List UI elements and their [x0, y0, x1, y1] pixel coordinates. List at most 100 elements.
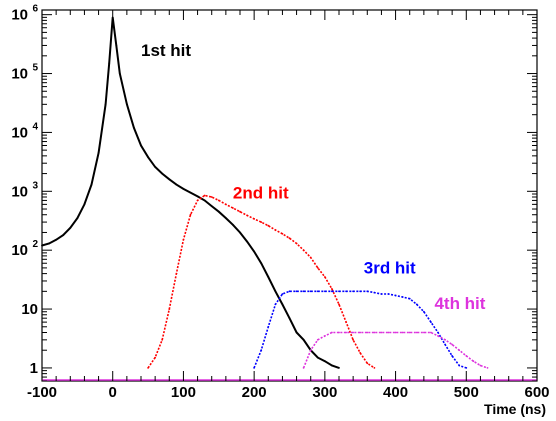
- data-point-s3-13: [345, 290, 347, 293]
- y-tick-label: 10: [11, 66, 28, 83]
- data-point-s1-2: [55, 238, 57, 241]
- data-point-s2-0: [147, 367, 150, 369]
- data-point-s1-31: [246, 240, 249, 243]
- series-label-1: 1st hit: [141, 41, 191, 60]
- data-point-s3-11: [331, 290, 333, 293]
- data-point-s3-4: [281, 293, 284, 295]
- data-point-s2-20: [288, 237, 291, 240]
- data-point-s1-41: [316, 356, 319, 359]
- data-point-s4-7: [352, 331, 354, 334]
- data-point-s1-43: [331, 364, 333, 367]
- data-point-s3-24: [423, 310, 425, 313]
- data-point-s1-35: [274, 290, 277, 293]
- plot-area-border: [41, 9, 538, 382]
- data-point-s1-12: [115, 44, 118, 47]
- data-point-s1-10: [108, 62, 111, 65]
- data-point-s4-2: [316, 338, 319, 341]
- y-tick-label: 10: [11, 242, 28, 259]
- data-point-s1-8: [97, 151, 100, 154]
- data-point-s1-21: [175, 183, 178, 186]
- data-point-s1-37: [288, 317, 291, 320]
- data-point-s4-8: [359, 331, 362, 334]
- data-point-s3-19: [387, 293, 390, 295]
- data-point-s2-1: [154, 356, 157, 359]
- data-point-s3-21: [401, 296, 404, 298]
- data-point-s2-13: [239, 210, 241, 213]
- data-point-s1-9: [104, 103, 107, 106]
- data-point-s2-19: [281, 232, 284, 235]
- y-tick-label: 10: [11, 124, 28, 141]
- tick-labels: -100 0 100 200 300 400 500 600 1 10 10 2 10 3 10 4 10 5 10…: [11, 4, 549, 401]
- data-point-s2-14: [246, 214, 249, 217]
- data-point-s2-10: [217, 199, 220, 202]
- data-point-s4-25: [479, 364, 482, 367]
- plot-frame: [41, 9, 538, 382]
- data-point-s1-1: [48, 242, 50, 245]
- data-point-s1-4: [69, 226, 72, 229]
- data-point-s4-16: [415, 331, 418, 334]
- data-point-s4-21: [451, 343, 453, 346]
- data-point-s3-25: [430, 321, 432, 323]
- data-point-s1-42: [324, 360, 326, 363]
- data-point-s4-3: [324, 335, 326, 337]
- x-tick-label: 500: [454, 384, 479, 401]
- series-labels: 1st hit 2nd hit 3rd hit 4th hit: [141, 41, 486, 313]
- data-point-s4-9: [366, 331, 369, 334]
- data-point-s4-10: [373, 331, 376, 334]
- series-label-3: 3rd hit: [364, 259, 416, 278]
- series-line-2: [147, 194, 375, 369]
- data-point-s3-0: [253, 367, 256, 369]
- data-point-s2-9: [210, 196, 213, 198]
- data-point-s3-1: [260, 349, 263, 352]
- data-point-s4-11: [380, 331, 383, 334]
- data-point-s1-14: [126, 103, 128, 106]
- data-point-s3-8: [309, 290, 312, 293]
- data-point-s4-14: [401, 331, 404, 334]
- data-point-s4-6: [345, 331, 347, 334]
- x-tick-label: -100: [27, 384, 57, 401]
- data-point-s4-23: [465, 355, 468, 357]
- data-point-s1-22: [182, 188, 185, 190]
- data-point-s1-24: [196, 195, 199, 198]
- data-point-s3-18: [380, 293, 383, 295]
- data-point-s4-24: [472, 360, 475, 363]
- data-point-s4-1: [309, 349, 312, 352]
- data-point-s3-22: [408, 297, 411, 300]
- data-point-s1-32: [253, 250, 256, 253]
- data-point-s1-3: [62, 234, 65, 237]
- data-point-s3-26: [437, 331, 439, 334]
- data-point-s3-12: [338, 290, 340, 293]
- data-point-s2-18: [274, 229, 277, 231]
- y-tick-exponent: 6: [32, 4, 38, 15]
- data-point-s1-39: [302, 338, 305, 341]
- data-point-s3-10: [324, 290, 326, 293]
- y-tick-exponent: 2: [32, 239, 38, 250]
- x-tick-label: 100: [171, 384, 196, 401]
- data-point-s2-5: [182, 238, 185, 241]
- data-point-s3-17: [373, 291, 376, 294]
- data-point-s2-23: [309, 256, 312, 259]
- data-point-s1-38: [295, 331, 298, 334]
- data-point-s1-34: [267, 276, 270, 278]
- data-point-s1-26: [210, 205, 213, 208]
- data-point-s3-3: [274, 303, 277, 306]
- data-point-s3-23: [415, 303, 418, 306]
- data-point-s3-30: [465, 367, 468, 369]
- data-point-s1-44: [338, 367, 340, 369]
- data-point-s2-27: [338, 303, 340, 306]
- data-point-s2-15: [253, 218, 256, 220]
- data-point-s1-13: [118, 72, 121, 75]
- data-point-s2-8: [203, 194, 206, 197]
- data-point-s4-15: [408, 331, 411, 334]
- data-point-s4-17: [423, 331, 425, 334]
- data-point-s1-28: [225, 217, 227, 220]
- data-point-s2-11: [225, 203, 227, 206]
- data-point-s1-5: [76, 217, 79, 220]
- series-label-4: 4th hit: [434, 294, 485, 313]
- x-tick-label: 0: [109, 384, 117, 401]
- data-point-s1-16: [140, 144, 142, 147]
- data-point-s3-6: [295, 290, 298, 293]
- y-tick-label: 10: [11, 7, 28, 24]
- data-point-s2-17: [267, 224, 270, 227]
- data-point-s4-18: [430, 331, 432, 334]
